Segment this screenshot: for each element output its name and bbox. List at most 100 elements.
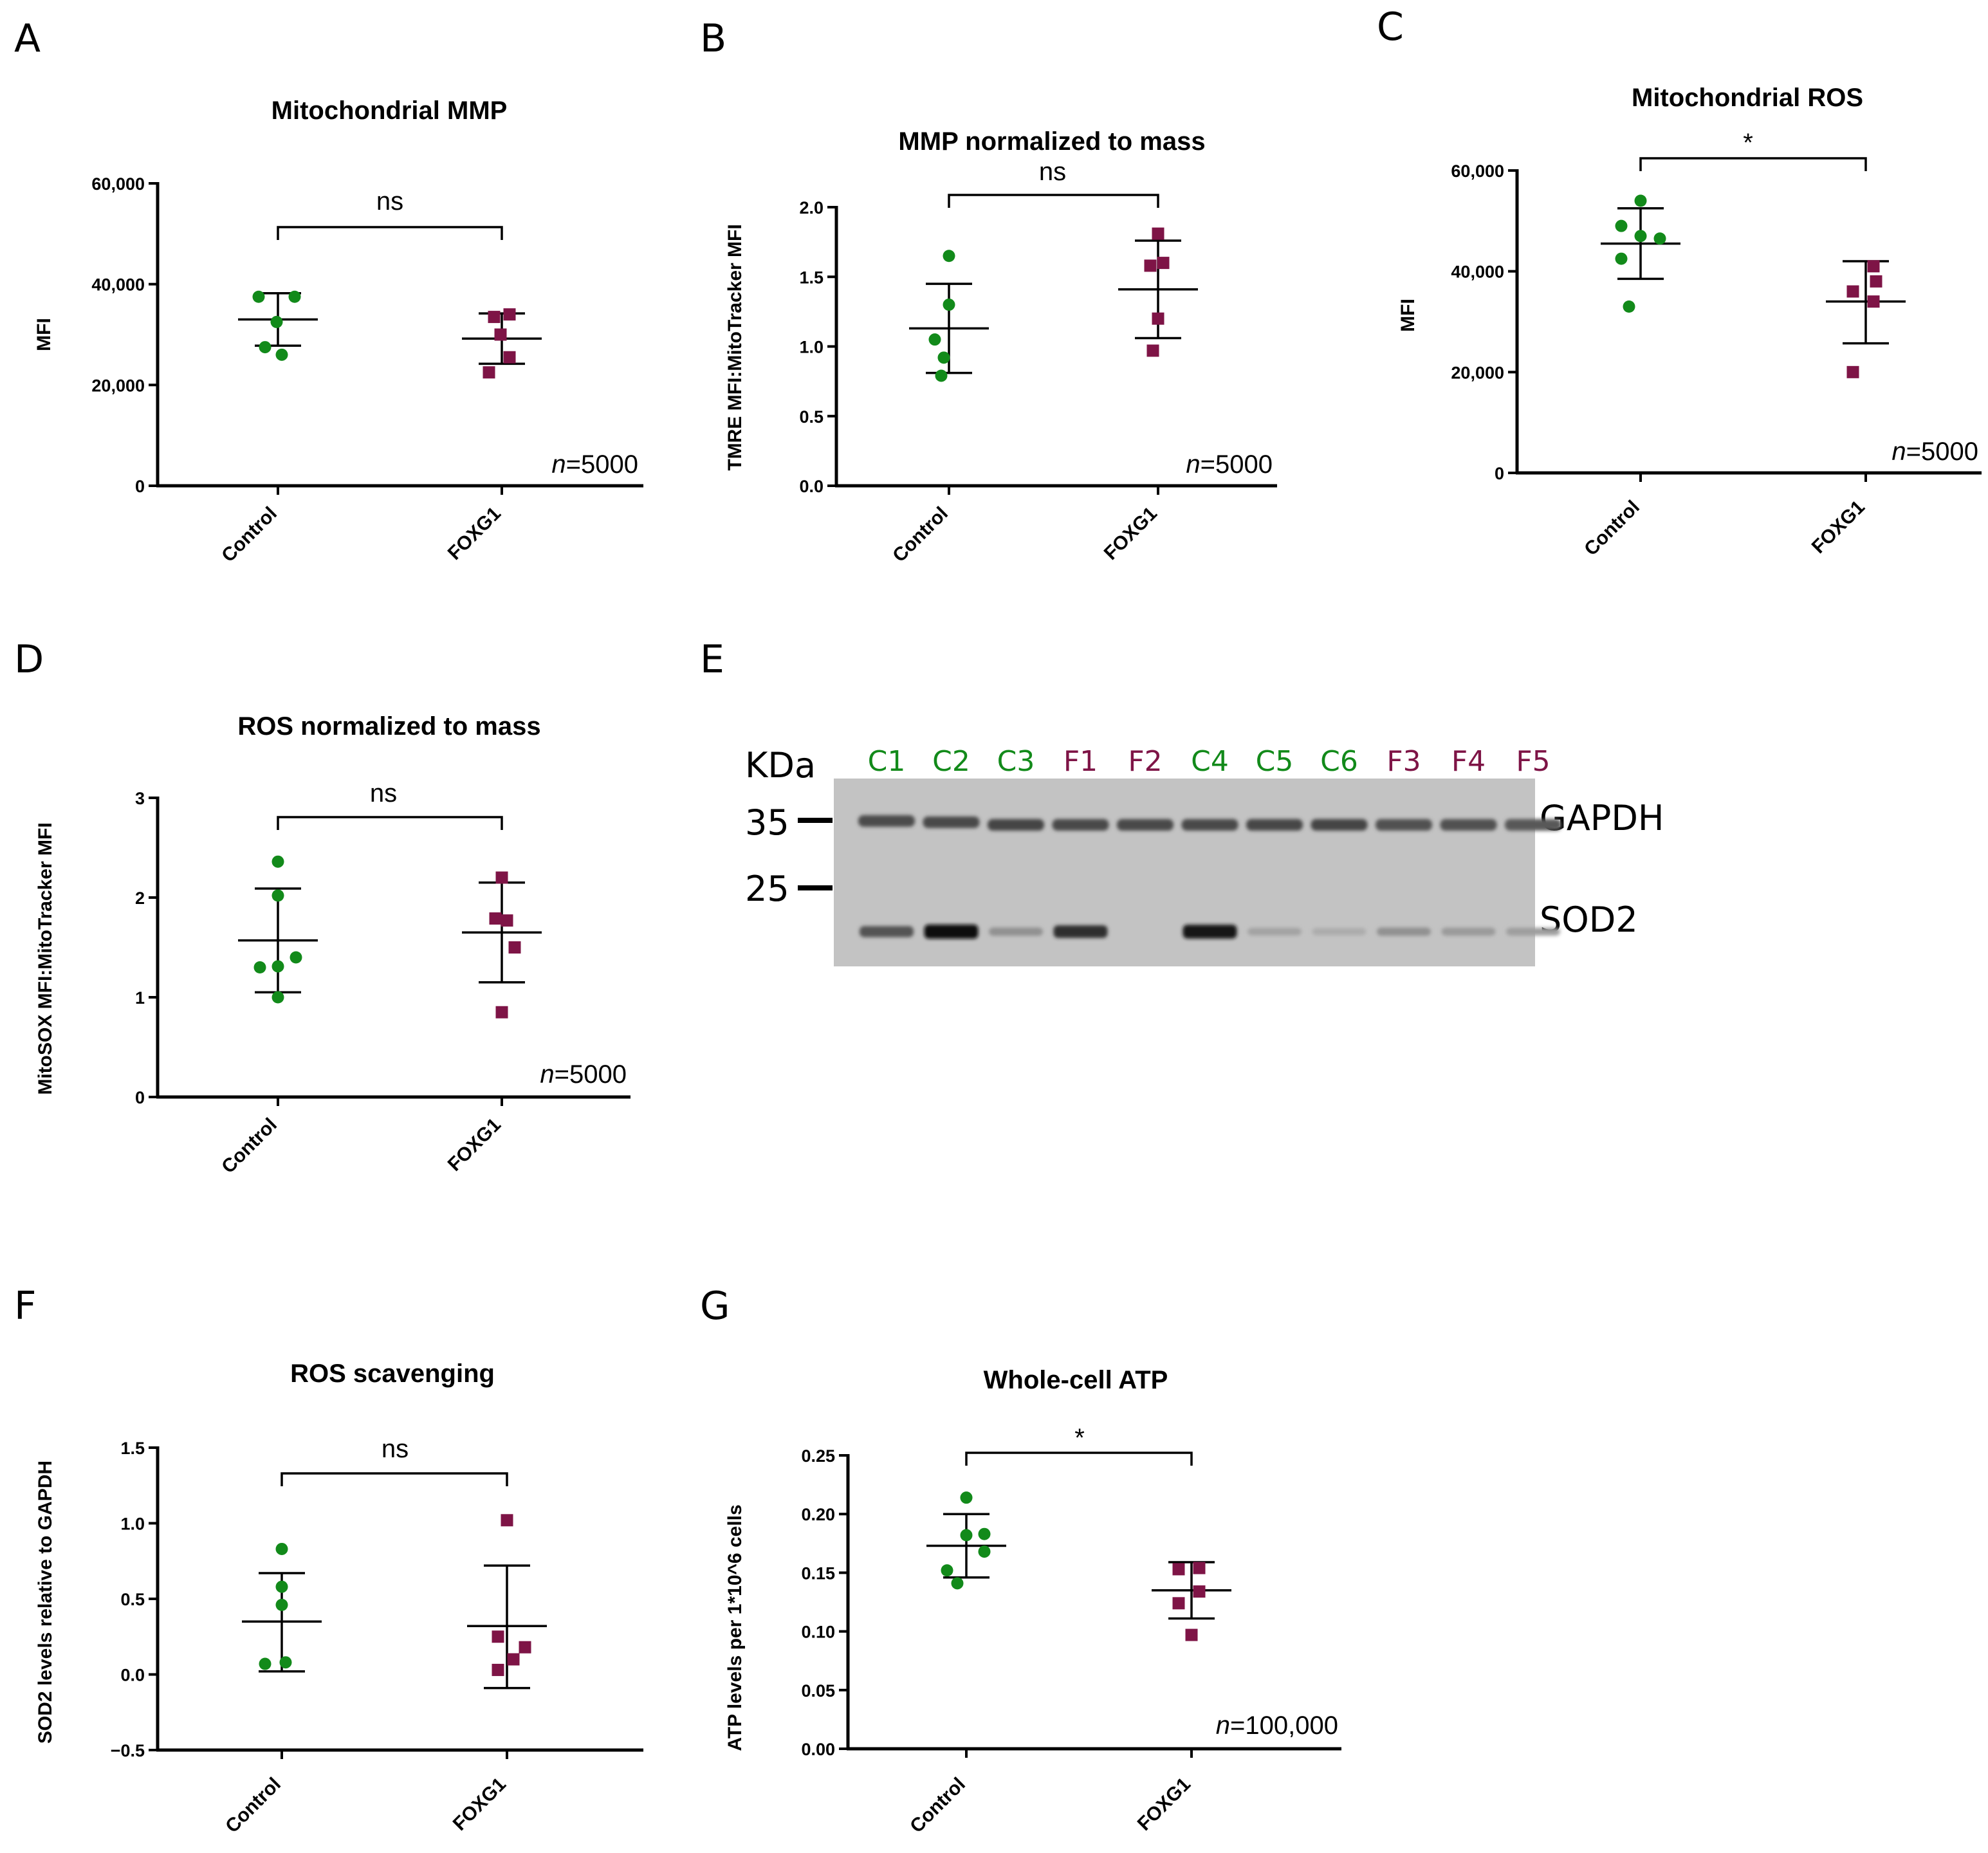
data-point-control (253, 961, 266, 973)
lane-label-c5: C5 (1256, 745, 1294, 778)
significance-bracket (277, 816, 503, 830)
gapdh-band (1311, 819, 1368, 831)
y-tick-label: 3 (135, 789, 145, 808)
sod2-band (989, 927, 1043, 936)
data-point-control (960, 1491, 973, 1504)
data-point-control (272, 855, 284, 868)
significance-bracket (965, 1452, 1193, 1466)
marker-35-label: 35 (745, 802, 789, 843)
sod2-band (1247, 928, 1302, 936)
data-point-foxg1 (507, 1653, 520, 1666)
gapdh-band (988, 819, 1044, 831)
sod2-band (1053, 925, 1108, 938)
x-tick-label-foxg1: FOXG1 (449, 1774, 510, 1835)
data-point-foxg1 (1152, 312, 1164, 325)
y-tick-label: 0.5 (120, 1590, 145, 1609)
lane-label-f1: F1 (1063, 745, 1098, 778)
lane-label-c3: C3 (997, 745, 1035, 778)
data-point-control (978, 1527, 991, 1540)
y-axis-label: MitoSOX MFI:MitoTracker MFI (35, 822, 56, 1094)
data-point-control (275, 348, 288, 361)
gapdh-band (1440, 819, 1497, 831)
data-point-control (937, 351, 950, 364)
data-point-control (1634, 194, 1647, 207)
y-axis-label: TMRE MFI:MitoTracker MFI (724, 224, 746, 470)
panel-label: F (14, 1284, 37, 1329)
y-tick-label: 0.25 (801, 1446, 835, 1466)
data-point-control (951, 1577, 964, 1590)
data-point-control (259, 341, 272, 354)
panel-label: E (700, 637, 724, 682)
significance-label: ns (1039, 158, 1066, 186)
data-point-control (270, 315, 283, 328)
sod2-band (1183, 925, 1237, 939)
sample-size-label: n=5000 (540, 1060, 627, 1089)
marker-25-label: 25 (745, 869, 789, 909)
y-tick-label: 0.00 (801, 1740, 835, 1759)
x-tick-label-control: Control (906, 1774, 970, 1838)
panel-label: C (1377, 5, 1404, 50)
data-point-foxg1 (1870, 275, 1882, 288)
panel-label: A (14, 16, 41, 61)
x-tick-label-foxg1: FOXG1 (1808, 497, 1869, 558)
y-tick-label: 40,000 (1451, 263, 1504, 282)
lane-label-f3: F3 (1386, 745, 1421, 778)
gapdh-band (1246, 819, 1303, 831)
y-tick-label: 0.10 (801, 1623, 835, 1642)
lane-label-c1: C1 (868, 745, 906, 778)
data-point-foxg1 (483, 366, 495, 379)
y-axis-label: MFI (1397, 299, 1419, 332)
data-point-foxg1 (503, 308, 516, 321)
data-point-foxg1 (1185, 1628, 1198, 1641)
gapdh-band-label: GAPDH (1540, 798, 1664, 838)
sod2-band (924, 925, 979, 939)
significance-bracket (281, 1472, 508, 1486)
sample-size-label: n=100,000 (1216, 1711, 1338, 1740)
gapdh-band (1505, 819, 1561, 831)
panel-d-chart: D ROS normalized to mass MitoSOX MFI:Mit… (14, 637, 630, 1177)
x-tick-label-control: Control (217, 503, 281, 567)
data-point-foxg1 (501, 1514, 513, 1527)
gapdh-band (1117, 819, 1173, 831)
y-tick-label: 0.0 (799, 477, 824, 496)
data-point-control (1634, 230, 1647, 243)
data-point-control (290, 951, 302, 964)
data-point-control (275, 1598, 288, 1611)
data-point-foxg1 (1172, 1597, 1185, 1610)
panel-label: B (700, 16, 726, 61)
panel-label: G (700, 1284, 730, 1329)
y-tick-label: 60,000 (1451, 161, 1504, 181)
significance-bracket (948, 194, 1159, 208)
y-tick-label: 0.20 (801, 1505, 835, 1524)
significance-bracket (1639, 157, 1867, 171)
gapdh-band (923, 816, 980, 828)
y-tick-label: 0 (135, 1088, 145, 1107)
y-tick-label: −0.5 (111, 1741, 145, 1760)
panel-e-western-blot: E KDa 35 25 GAPDH SOD2 C1 C2 C3 F1 F2 C4 C5 C6 F… (700, 637, 1664, 966)
panel-g-chart: G Whole-cell ATP ATP levels per 1*10^6 c… (700, 1284, 1341, 1837)
panel-a-chart: A Mitochondrial MMP MFI Control FOXG1 ns… (14, 16, 643, 566)
gapdh-band (1052, 819, 1109, 831)
panel-b-chart: B MMP normalized to mass TMRE MFI:MitoTr… (700, 16, 1277, 566)
x-tick-label-foxg1: FOXG1 (1100, 503, 1161, 564)
gapdh-band (1181, 819, 1238, 831)
data-point-control (275, 1542, 288, 1555)
data-point-control (978, 1545, 991, 1558)
data-point-control (941, 1564, 953, 1577)
data-point-foxg1 (1157, 257, 1170, 270)
lane-label-c2: C2 (932, 745, 970, 778)
x-tick-label-control: Control (217, 1114, 281, 1178)
y-tick-label: 0 (1495, 464, 1504, 483)
marker-35-tick (798, 818, 833, 823)
x-tick-label-foxg1: FOXG1 (1134, 1774, 1195, 1835)
data-point-foxg1 (495, 1006, 508, 1019)
chart-title: ROS normalized to mass (237, 712, 540, 741)
y-tick-label: 0.5 (799, 407, 824, 427)
data-point-control (943, 250, 955, 263)
y-tick-label: 0.15 (801, 1563, 835, 1583)
y-tick-label: 20,000 (91, 376, 145, 395)
data-point-control (935, 369, 948, 382)
data-point-foxg1 (492, 1663, 504, 1676)
data-point-foxg1 (1867, 295, 1880, 308)
data-point-control (252, 290, 265, 303)
